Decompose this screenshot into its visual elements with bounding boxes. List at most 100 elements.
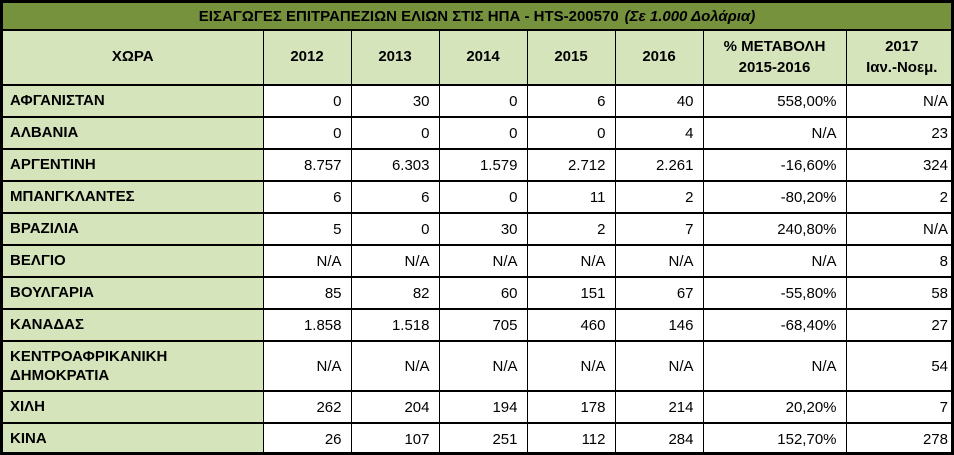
column-header-label: 2012: [290, 48, 324, 66]
column-header-label: 2015-2016: [738, 58, 811, 76]
value-cell: 1.858: [262, 308, 352, 342]
value-cell: 262: [262, 390, 352, 424]
value-cell: 7: [845, 390, 951, 424]
country-cell: ΑΡΓΕΝΤΙΝΗ: [3, 148, 264, 182]
country-cell: ΒΡΑΖΙΛΙΑ: [3, 212, 264, 246]
value-cell: 8: [845, 244, 951, 278]
value-cell: 11: [526, 180, 616, 214]
value-cell: 30: [438, 212, 528, 246]
table-title-unit-note: (Σε 1.000 Δολάρια): [624, 7, 756, 25]
country-cell: ΚΕΝΤΡΟΑΦΡΙΚΑΝΙΚΗ ΔΗΜΟΚΡΑΤΙΑ: [3, 340, 264, 392]
value-cell: 151: [526, 276, 616, 310]
country-cell: ΜΠΑΝΓΚΛΑΝΤΕΣ: [3, 180, 264, 214]
value-cell: N/A: [614, 340, 704, 392]
value-cell: N/A: [845, 212, 951, 246]
column-header-2013: 2013: [350, 31, 440, 86]
column-header-2014: 2014: [438, 31, 528, 86]
table-row: ΧΙΛΗ 262 204 194 178 214 20,20% 7: [3, 390, 951, 424]
value-cell: N/A: [262, 340, 352, 392]
column-header-label: 2017: [885, 38, 919, 56]
column-header-2017-jan-nov: 2017 Ιαν.-Νοεμ.: [845, 31, 951, 86]
value-cell: -16,60%: [702, 148, 847, 182]
table-row: ΒΕΛΓΙΟ N/A N/A N/A N/A N/A N/A 8: [3, 244, 951, 278]
value-cell: 152,70%: [702, 422, 847, 452]
value-cell: 5: [262, 212, 352, 246]
value-cell: 85: [262, 276, 352, 310]
value-cell: 112: [526, 422, 616, 452]
column-header-2016: 2016: [614, 31, 704, 86]
table-title-text: ΕΙΣΑΓΩΓΕΣ ΕΠΙΤΡΑΠΕΖΙΩΝ ΕΛΙΩΝ ΣΤΙΣ ΗΠΑ - …: [198, 7, 619, 25]
value-cell: -55,80%: [702, 276, 847, 310]
country-cell: ΚΙΝΑ: [3, 422, 264, 452]
value-cell: N/A: [350, 244, 440, 278]
value-cell: 82: [350, 276, 440, 310]
value-cell: 0: [262, 116, 352, 150]
column-header-change-2015-2016: % ΜΕΤΑΒΟΛΗ 2015-2016: [702, 31, 847, 86]
table-row: ΚΑΝΑΔΑΣ 1.858 1.518 705 460 146 -68,40% 27: [3, 308, 951, 342]
value-cell: 54: [845, 340, 951, 392]
table-row: ΚΕΝΤΡΟΑΦΡΙΚΑΝΙΚΗ ΔΗΜΟΚΡΑΤΙΑ N/A N/A N/A N/A N…: [3, 340, 951, 392]
country-cell: ΑΛΒΑΝΙΑ: [3, 116, 264, 150]
value-cell: 0: [262, 84, 352, 118]
value-cell: 324: [845, 148, 951, 182]
column-header-label: 2015: [554, 48, 588, 66]
imports-data-table: ΧΩΡΑ 2012 2013 2014 2015 2016 % ΜΕΤΑΒΟΛΗ…: [3, 31, 951, 452]
value-cell: 204: [350, 390, 440, 424]
value-cell: 26: [262, 422, 352, 452]
value-cell: 6.303: [350, 148, 440, 182]
table-title-bar: ΕΙΣΑΓΩΓΕΣ ΕΠΙΤΡΑΠΕΖΙΩΝ ΕΛΙΩΝ ΣΤΙΣ ΗΠΑ - …: [3, 3, 951, 31]
value-cell: N/A: [438, 340, 528, 392]
table-row: ΑΛΒΑΝΙΑ 0 0 0 0 4 N/A 23: [3, 116, 951, 150]
column-header-label: ΧΩΡΑ: [111, 48, 154, 66]
value-cell: 214: [614, 390, 704, 424]
value-cell: -80,20%: [702, 180, 847, 214]
country-cell: ΑΦΓΑΝΙΣΤΑΝ: [3, 84, 264, 118]
table-body: ΑΦΓΑΝΙΣΤΑΝ 0 30 0 6 40 558,00% N/A ΑΛΒΑΝΙΑ 0 0 0 0 4 N…: [3, 84, 951, 452]
value-cell: N/A: [702, 116, 847, 150]
column-header-label: 2014: [466, 48, 500, 66]
value-cell: 6: [350, 180, 440, 214]
value-cell: 4: [614, 116, 704, 150]
value-cell: 8.757: [262, 148, 352, 182]
value-cell: N/A: [702, 244, 847, 278]
value-cell: 2: [845, 180, 951, 214]
value-cell: 460: [526, 308, 616, 342]
value-cell: N/A: [438, 244, 528, 278]
table-row: ΑΦΓΑΝΙΣΤΑΝ 0 30 0 6 40 558,00% N/A: [3, 84, 951, 118]
country-cell: ΚΑΝΑΔΑΣ: [3, 308, 264, 342]
table-row: ΚΙΝΑ 26 107 251 112 284 152,70% 278: [3, 422, 951, 452]
value-cell: N/A: [614, 244, 704, 278]
value-cell: 2: [526, 212, 616, 246]
value-cell: 0: [526, 116, 616, 150]
value-cell: 284: [614, 422, 704, 452]
value-cell: -68,40%: [702, 308, 847, 342]
column-header-label: % ΜΕΤΑΒΟΛΗ: [723, 38, 826, 56]
value-cell: 0: [438, 116, 528, 150]
value-cell: N/A: [262, 244, 352, 278]
column-header-label: 2016: [642, 48, 676, 66]
value-cell: 20,20%: [702, 390, 847, 424]
value-cell: 7: [614, 212, 704, 246]
value-cell: 27: [845, 308, 951, 342]
header-row: ΧΩΡΑ 2012 2013 2014 2015 2016 % ΜΕΤΑΒΟΛΗ…: [3, 31, 951, 86]
value-cell: 0: [438, 180, 528, 214]
value-cell: 1.579: [438, 148, 528, 182]
value-cell: N/A: [702, 340, 847, 392]
value-cell: 0: [350, 116, 440, 150]
column-header-country: ΧΩΡΑ: [3, 31, 264, 86]
value-cell: 178: [526, 390, 616, 424]
value-cell: 2: [614, 180, 704, 214]
value-cell: 40: [614, 84, 704, 118]
value-cell: 30: [350, 84, 440, 118]
country-cell: ΧΙΛΗ: [3, 390, 264, 424]
value-cell: N/A: [845, 84, 951, 118]
value-cell: 60: [438, 276, 528, 310]
value-cell: 6: [262, 180, 352, 214]
table-row: ΒΟΥΛΓΑΡΙΑ 85 82 60 151 67 -55,80% 58: [3, 276, 951, 310]
value-cell: 6: [526, 84, 616, 118]
value-cell: 705: [438, 308, 528, 342]
value-cell: 278: [845, 422, 951, 452]
value-cell: 23: [845, 116, 951, 150]
value-cell: 558,00%: [702, 84, 847, 118]
